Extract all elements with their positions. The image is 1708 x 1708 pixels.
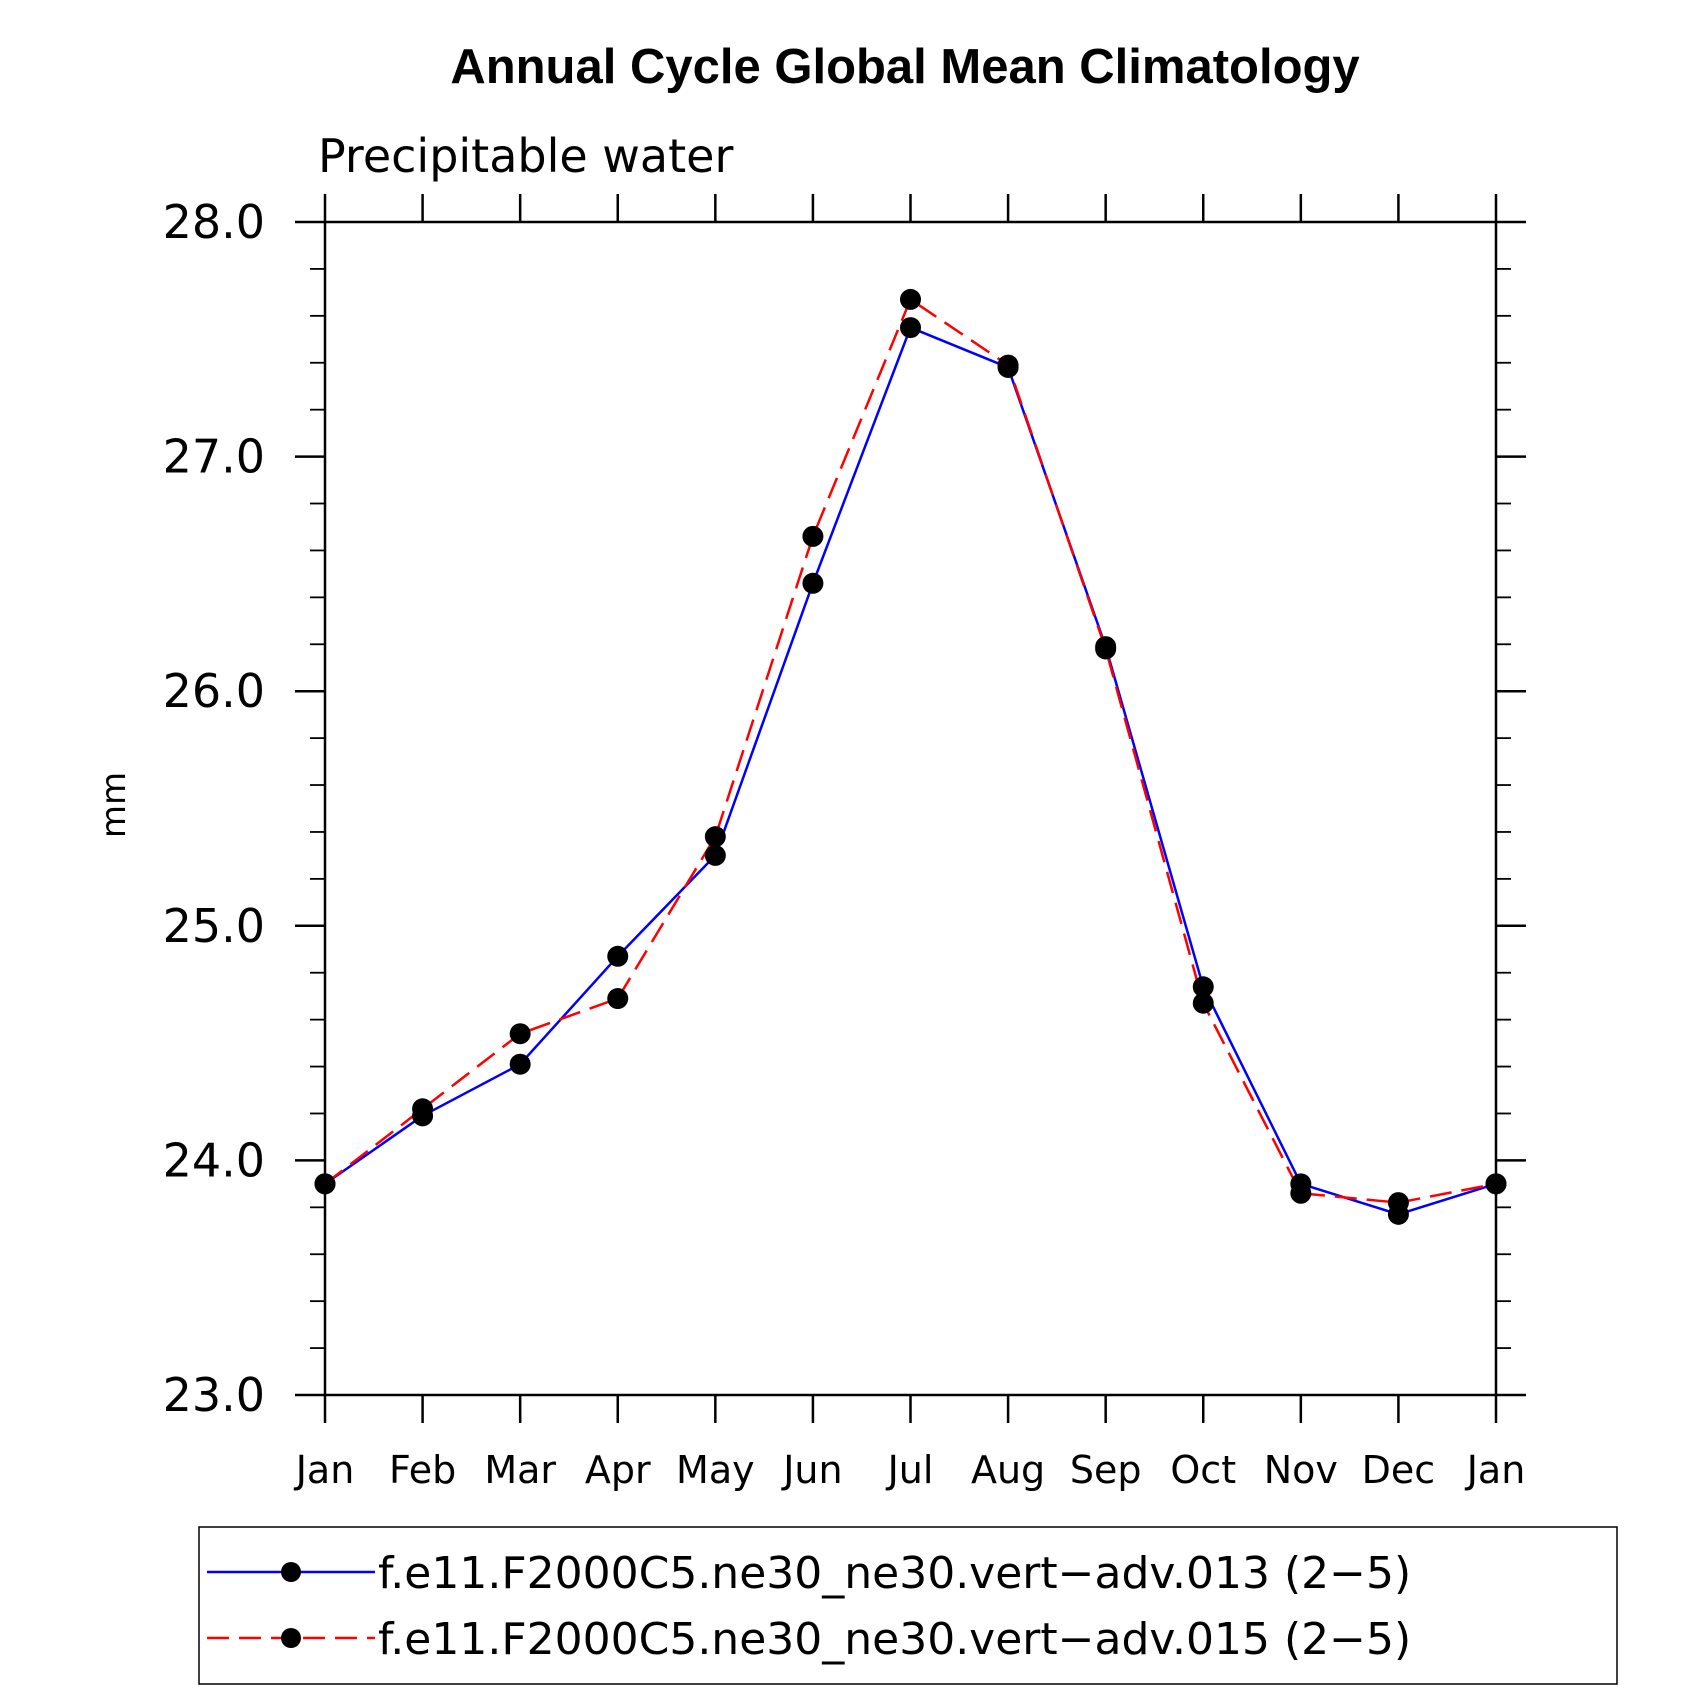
x-tick-label: Feb <box>389 1448 456 1492</box>
data-point-s0-3 <box>607 945 629 967</box>
x-tick-label: Jan <box>294 1448 355 1492</box>
data-point-s0-2 <box>509 1053 531 1075</box>
plot-marks <box>314 288 1507 1225</box>
legend-box <box>198 1526 1618 1685</box>
x-tick-label: Apr <box>585 1448 651 1492</box>
legend-marker-015 <box>281 1628 301 1648</box>
y-axis-label: mm <box>94 772 134 838</box>
data-point-s1-7 <box>997 354 1019 376</box>
data-point-s0-9 <box>1192 976 1214 998</box>
chart-subtitle: Precipitable water <box>318 129 733 183</box>
legend-marker-013 <box>281 1562 301 1582</box>
x-tick-label: Jun <box>781 1448 842 1492</box>
y-tick-label: 25.0 <box>163 899 265 953</box>
legend-label-013: f.e11.F2000C5.ne30_ne30.vert−adv.013 (2−… <box>378 1548 1411 1599</box>
data-point-s0-4 <box>704 844 726 866</box>
x-tick-label: Jul <box>886 1448 934 1492</box>
x-tick-label: Oct <box>1170 1448 1236 1492</box>
data-point-s1-4 <box>704 826 726 848</box>
series-line-1 <box>324 298 1497 1204</box>
data-point-s1-8 <box>1095 638 1117 660</box>
x-tick-label: Dec <box>1362 1448 1436 1492</box>
x-tick-label: Sep <box>1070 1448 1142 1492</box>
data-point-s1-2 <box>509 1023 531 1045</box>
data-point-s1-10 <box>1290 1182 1312 1204</box>
x-tick-label: Jan <box>1465 1448 1526 1492</box>
data-point-s1-3 <box>607 988 629 1010</box>
y-tick-label: 24.0 <box>163 1133 265 1187</box>
x-tick-label: Nov <box>1264 1448 1338 1492</box>
legend: f.e11.F2000C5.ne30_ne30.vert−adv.013 (2−… <box>198 1526 1618 1685</box>
x-tick-label: Mar <box>484 1448 556 1492</box>
data-point-s1-5 <box>802 525 824 547</box>
data-point-s0-6 <box>900 317 921 339</box>
x-tick-label: Aug <box>971 1448 1045 1492</box>
series-line-0 <box>324 326 1497 1216</box>
data-point-s1-9 <box>1192 992 1214 1014</box>
plot-frame <box>323 220 1498 1397</box>
y-tick-label: 27.0 <box>163 430 265 484</box>
axes: Jan Feb Mar Apr May Jun Jul Aug Sep Oct Nov Dec Jan 2… <box>163 194 1526 1492</box>
y-tick-label: 23.0 <box>163 1368 265 1422</box>
data-point-s1-1 <box>412 1098 434 1120</box>
y-tick-label: 26.0 <box>163 664 265 718</box>
x-tick-label: May <box>676 1448 755 1492</box>
data-point-s0-5 <box>802 572 824 594</box>
data-point-s1-11 <box>1387 1192 1409 1214</box>
y-tick-label: 28.0 <box>163 195 265 249</box>
data-point-s1-6 <box>900 288 921 310</box>
legend-label-015: f.e11.F2000C5.ne30_ne30.vert−adv.015 (2−… <box>378 1614 1411 1665</box>
chart-title: Annual Cycle Global Mean Climatology <box>450 40 1359 94</box>
